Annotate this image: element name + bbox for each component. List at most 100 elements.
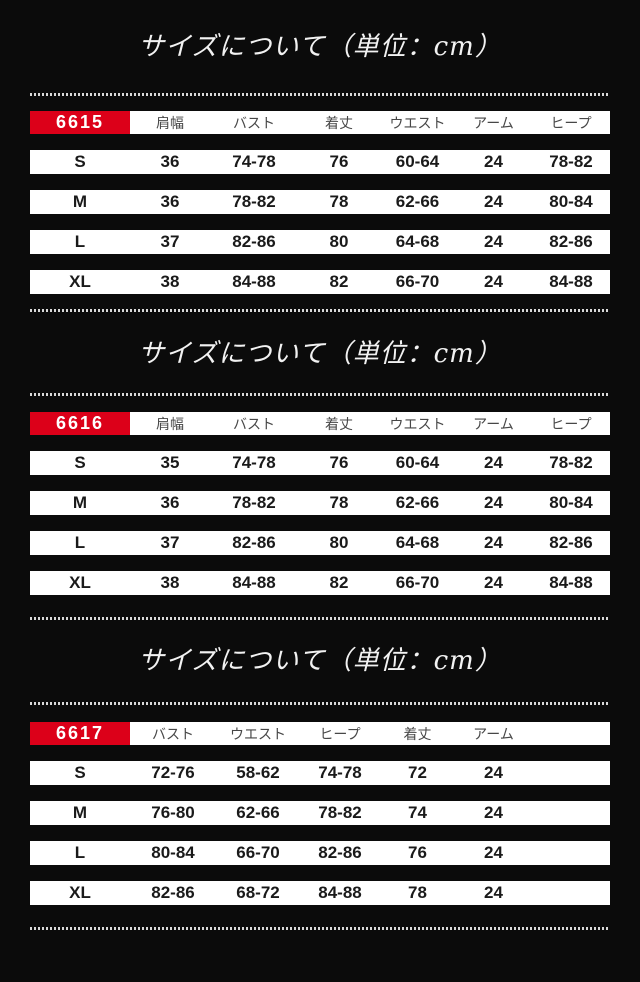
value-cell: 68-72 (236, 883, 280, 902)
column-header: ヒープ (319, 726, 361, 743)
value-cell: 74 (408, 803, 427, 822)
table-header-row: 6617 バスト ウエスト ヒープ 着丈 アーム (30, 722, 610, 745)
value-cell: 76 (329, 453, 349, 472)
size-label-cell: XL (69, 883, 91, 902)
value-cell: 24 (484, 843, 503, 862)
size-label-cell: L (74, 232, 86, 251)
value-cell: 82-86 (232, 232, 276, 251)
value-cell: 76-80 (151, 803, 195, 822)
value-cell: 84-88 (549, 272, 593, 291)
table-row: M 36 78-82 78 62-66 24 80-84 (30, 190, 610, 214)
table-row: L 80-84 66-70 82-86 76 24 (30, 841, 610, 865)
column-header: 着丈 (325, 115, 353, 132)
size-table-6615: 6615 肩幅 バスト 着丈 ウエスト アーム ヒープ S 36 74-78 76 60-64 24 78… (30, 111, 610, 294)
table-row: S 36 74-78 76 60-64 24 78-82 (30, 150, 610, 174)
value-cell: 60-64 (395, 453, 440, 472)
size-chart-page: サイズについて（単位：cm） 6615 肩幅 バスト 着丈 ウエスト アーム ヒープ S 36 74… (30, 27, 610, 930)
value-cell: 84-88 (318, 883, 362, 902)
value-cell: 74-78 (232, 453, 276, 472)
column-header: アーム (473, 115, 514, 132)
size-section-6617: サイズについて（単位：cm） 6617 バスト ウエスト ヒープ 着丈 アーム S 72-76 5… (30, 641, 610, 930)
product-code-badge: 6616 (30, 412, 130, 435)
value-cell: 66-70 (395, 573, 440, 592)
dotted-divider (30, 393, 610, 396)
column-header: バスト (152, 726, 194, 743)
dotted-divider (30, 93, 610, 96)
value-cell: 80-84 (549, 493, 593, 512)
value-cell: 72-76 (151, 763, 195, 782)
size-label-cell: L (74, 843, 86, 862)
value-cell: 24 (484, 192, 503, 211)
column-header: ウエスト (389, 115, 446, 132)
value-cell: 74-78 (318, 763, 362, 782)
size-table-6616: 6616 肩幅 バスト 着丈 ウエスト アーム ヒープ S 35 74-78 76 60-64 24 78… (30, 412, 610, 595)
value-cell: 78 (329, 493, 349, 512)
value-cell: 37 (160, 533, 180, 552)
value-cell: 78-82 (549, 453, 593, 472)
product-code-badge: 6615 (30, 111, 130, 134)
value-cell: 24 (484, 533, 503, 552)
column-header: 肩幅 (156, 115, 184, 132)
size-label-cell: M (72, 493, 88, 512)
column-header: アーム (473, 726, 514, 743)
size-section-6615: サイズについて（単位：cm） 6615 肩幅 バスト 着丈 ウエスト アーム ヒープ S 36 74… (30, 27, 610, 312)
value-cell: 78-82 (318, 803, 362, 822)
size-label-cell: S (74, 152, 86, 171)
value-cell: 62-66 (236, 803, 280, 822)
size-label-cell: S (74, 763, 86, 782)
column-header: アーム (473, 416, 514, 433)
value-cell: 62-66 (395, 192, 440, 211)
value-cell: 66-70 (236, 843, 280, 862)
dotted-divider (30, 617, 610, 620)
value-cell: 37 (160, 232, 180, 251)
column-header: ヒープ (550, 416, 592, 433)
table-row: L 37 82-86 80 64-68 24 82-86 (30, 230, 610, 254)
value-cell: 78 (408, 883, 427, 902)
size-label-cell: XL (69, 272, 91, 291)
value-cell: 60-64 (395, 152, 440, 171)
value-cell: 64-68 (395, 232, 440, 251)
value-cell: 38 (160, 573, 180, 592)
size-table-6617: 6617 バスト ウエスト ヒープ 着丈 アーム S 72-76 58-62 74-78 72 24 M… (30, 722, 610, 905)
value-cell: 66-70 (395, 272, 440, 291)
value-cell: 84-88 (549, 573, 593, 592)
value-cell: 80-84 (151, 843, 195, 862)
value-cell: 82-86 (549, 232, 593, 251)
table-row: M 76-80 62-66 78-82 74 24 (30, 801, 610, 825)
table-header-row: 6616 肩幅 バスト 着丈 ウエスト アーム ヒープ (30, 412, 610, 435)
value-cell: 80-84 (549, 192, 593, 211)
table-row: XL 38 84-88 82 66-70 24 84-88 (30, 270, 610, 294)
size-label-cell: M (72, 803, 88, 822)
table-row: S 72-76 58-62 74-78 72 24 (30, 761, 610, 785)
column-header: ウエスト (389, 416, 446, 433)
value-cell: 82 (329, 573, 349, 592)
column-header: 着丈 (325, 416, 353, 433)
value-cell: 80 (329, 232, 349, 251)
value-cell: 78-82 (549, 152, 593, 171)
value-cell: 24 (484, 763, 503, 782)
value-cell: 72 (408, 763, 427, 782)
column-header: バスト (233, 416, 275, 433)
column-header: 着丈 (403, 726, 432, 743)
value-cell: 76 (408, 843, 427, 862)
value-cell: 24 (484, 272, 503, 291)
value-cell: 24 (484, 152, 503, 171)
value-cell: 35 (160, 453, 180, 472)
size-section-6616: サイズについて（単位：cm） 6616 肩幅 バスト 着丈 ウエスト アーム ヒープ S 35 74… (30, 334, 610, 620)
table-row: XL 82-86 68-72 84-88 78 24 (30, 881, 610, 905)
value-cell: 78 (329, 192, 349, 211)
value-cell: 36 (160, 152, 180, 171)
dotted-divider (30, 702, 610, 705)
size-label-cell: M (72, 192, 88, 211)
column-header: バスト (233, 115, 275, 132)
size-label-cell: L (74, 533, 86, 552)
value-cell: 80 (329, 533, 349, 552)
value-cell: 82-86 (549, 533, 593, 552)
value-cell: 62-66 (395, 493, 440, 512)
value-cell: 76 (329, 152, 349, 171)
value-cell: 24 (484, 453, 503, 472)
value-cell: 82-86 (318, 843, 362, 862)
column-header: ウエスト (230, 726, 286, 743)
value-cell: 84-88 (232, 573, 276, 592)
value-cell: 84-88 (232, 272, 276, 291)
